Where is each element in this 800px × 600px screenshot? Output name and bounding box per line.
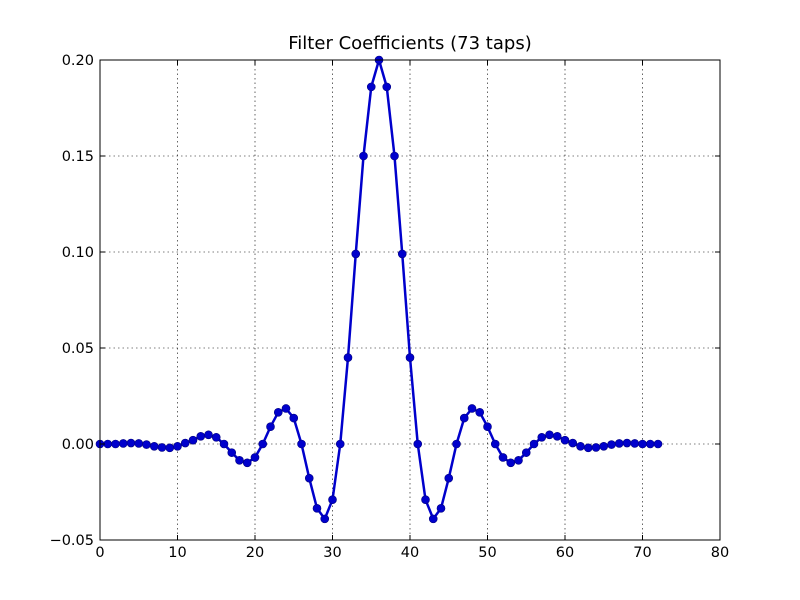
data-point (452, 439, 461, 449)
data-point (506, 458, 516, 468)
data-point (413, 439, 423, 449)
data-point (490, 439, 500, 449)
x-tick-label: 20 (246, 545, 264, 561)
data-point (157, 443, 167, 452)
plot-series (95, 55, 663, 524)
data-point (188, 435, 198, 445)
x-axis-tick-labels: 0 10 20 30 40 50 60 70 80 (95, 545, 729, 561)
data-point (149, 442, 159, 451)
y-axis-tick-labels: −0.05 0.00 0.05 0.10 0.15 0.20 (50, 53, 94, 549)
data-point (390, 151, 399, 161)
x-tick-label: 30 (323, 545, 341, 561)
data-point (235, 456, 244, 465)
data-point (219, 439, 229, 449)
data-point (289, 413, 299, 423)
data-point (180, 438, 190, 448)
data-point (475, 408, 485, 417)
data-point (227, 448, 237, 457)
data-point (514, 456, 523, 465)
x-tick-label: 40 (401, 545, 419, 561)
data-point (444, 473, 454, 483)
y-tick-label: 0.15 (62, 149, 94, 165)
data-point (498, 453, 508, 462)
data-point (211, 432, 221, 442)
data-point (576, 442, 585, 451)
data-point (281, 404, 291, 413)
x-tick-label: 70 (633, 545, 651, 561)
data-point (645, 439, 655, 449)
data-point (591, 443, 601, 452)
data-point (583, 443, 593, 453)
data-point (343, 353, 353, 362)
data-point (312, 504, 322, 513)
data-point (483, 422, 492, 432)
x-tick-label: 80 (711, 545, 729, 561)
data-point (297, 439, 306, 449)
y-tick-label: 0.10 (62, 245, 94, 261)
data-point (568, 438, 578, 448)
x-tick-label: 50 (478, 545, 496, 561)
data-point (428, 514, 438, 524)
data-point (304, 473, 314, 483)
data-point (351, 249, 361, 259)
data-point (173, 442, 182, 451)
data-point (529, 439, 539, 449)
data-point (328, 495, 337, 504)
chart-title: Filter Coefficients (73 taps) (288, 33, 531, 54)
data-point (421, 495, 430, 504)
data-point (622, 438, 632, 448)
data-point (118, 439, 128, 448)
data-point (366, 82, 376, 92)
data-point (258, 439, 268, 449)
data-point (405, 353, 415, 362)
x-tick-label: 0 (95, 545, 104, 561)
data-point (335, 439, 345, 449)
data-point (111, 439, 120, 449)
x-tick-label: 10 (168, 545, 186, 561)
data-point (560, 435, 570, 445)
data-point (320, 514, 330, 524)
axis-ticks (99, 59, 721, 541)
data-point (196, 432, 206, 441)
y-tick-label: −0.05 (50, 533, 94, 549)
data-point (552, 432, 562, 441)
data-point (204, 430, 213, 440)
data-point (467, 404, 477, 413)
data-point (165, 443, 175, 453)
data-point (638, 439, 647, 449)
data-point (436, 504, 446, 513)
data-point (653, 439, 663, 449)
y-tick-label: 0.20 (62, 53, 94, 69)
data-point (382, 82, 392, 92)
y-tick-label: 0.05 (62, 341, 94, 357)
data-point (630, 439, 640, 448)
data-point (614, 439, 624, 448)
data-point (266, 422, 275, 432)
data-point (359, 151, 368, 161)
data-point (607, 440, 616, 449)
data-point (599, 442, 609, 451)
data-point (134, 439, 144, 448)
x-tick-label: 60 (556, 545, 574, 561)
data-point (250, 453, 260, 462)
data-point (142, 440, 151, 449)
data-point (459, 413, 469, 423)
data-point (397, 249, 407, 259)
data-point (126, 438, 136, 448)
data-point (273, 408, 283, 417)
y-tick-label: 0.00 (62, 437, 94, 453)
data-point (521, 448, 531, 457)
data-point (242, 458, 252, 468)
data-point (537, 432, 547, 442)
data-point (545, 430, 554, 440)
